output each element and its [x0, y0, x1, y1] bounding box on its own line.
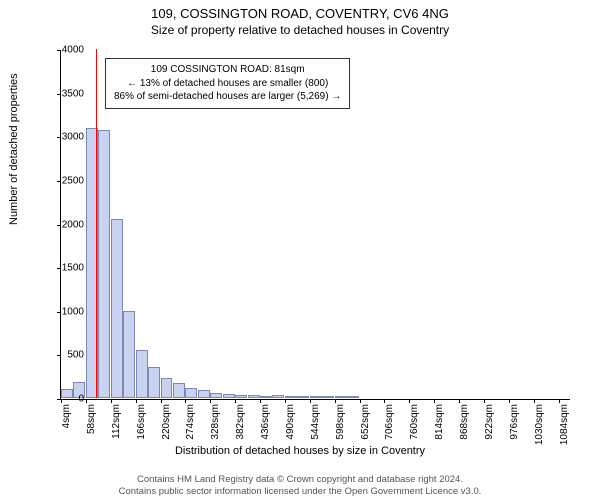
footer-line-2: Contains public sector information licen… — [0, 486, 600, 498]
footer-attribution: Contains HM Land Registry data © Crown c… — [0, 474, 600, 498]
histogram-bar — [335, 396, 347, 398]
x-tick — [161, 399, 162, 403]
x-tick-label: 382sqm — [235, 404, 246, 440]
x-tick-label: 490sqm — [285, 404, 296, 440]
x-tick — [111, 399, 112, 403]
x-tick — [384, 399, 385, 403]
histogram-bar — [223, 394, 235, 398]
x-tick — [484, 399, 485, 403]
x-tick-label: 976sqm — [509, 404, 520, 440]
y-tick-label: 2500 — [62, 175, 84, 186]
x-tick-label: 760sqm — [409, 404, 420, 440]
info-box-line: 86% of semi-detached houses are larger (… — [114, 90, 341, 104]
histogram-bar — [285, 396, 297, 398]
y-tick — [57, 225, 61, 226]
histogram-bar — [322, 396, 334, 398]
histogram-bar — [198, 390, 210, 398]
y-tick — [57, 137, 61, 138]
x-tick — [86, 399, 87, 403]
x-tick — [360, 399, 361, 403]
x-tick-label: 598sqm — [335, 404, 346, 440]
x-tick — [559, 399, 560, 403]
histogram-bar — [272, 395, 284, 398]
x-tick-label: 220sqm — [161, 404, 172, 440]
histogram-bar — [111, 219, 123, 398]
x-tick — [61, 399, 62, 403]
histogram-bar — [98, 130, 110, 398]
x-tick — [235, 399, 236, 403]
histogram-bar — [185, 388, 197, 398]
x-tick-label: 814sqm — [434, 404, 445, 440]
y-tick — [57, 94, 61, 95]
x-tick-label: 58sqm — [86, 404, 97, 434]
x-axis-label: Distribution of detached houses by size … — [0, 445, 600, 457]
x-tick — [409, 399, 410, 403]
x-tick — [136, 399, 137, 403]
y-tick-label: 1500 — [62, 263, 84, 274]
histogram-bar — [310, 396, 322, 398]
x-tick-label: 652sqm — [360, 404, 371, 440]
x-tick — [310, 399, 311, 403]
footer-line-1: Contains HM Land Registry data © Crown c… — [0, 474, 600, 486]
x-tick — [185, 399, 186, 403]
x-tick-label: 4sqm — [61, 404, 72, 428]
y-axis-label: Number of detached properties — [8, 73, 20, 225]
chart-area: 4sqm58sqm112sqm166sqm220sqm274sqm328sqm3… — [60, 50, 570, 400]
x-tick — [335, 399, 336, 403]
y-tick — [57, 181, 61, 182]
histogram-bar — [260, 396, 272, 398]
histogram-bar — [248, 395, 260, 398]
y-tick — [57, 312, 61, 313]
info-box-line: 109 COSSINGTON ROAD: 81sqm — [114, 63, 341, 77]
info-box: 109 COSSINGTON ROAD: 81sqm← 13% of detac… — [105, 58, 350, 109]
x-tick-label: 436sqm — [260, 404, 271, 440]
page-subtitle: Size of property relative to detached ho… — [0, 21, 600, 37]
x-tick — [210, 399, 211, 403]
reference-line — [96, 49, 97, 398]
histogram-bar — [161, 378, 173, 398]
plot-region: 4sqm58sqm112sqm166sqm220sqm274sqm328sqm3… — [60, 50, 570, 400]
y-tick-label: 500 — [67, 350, 84, 361]
histogram-bar — [235, 395, 247, 398]
x-tick-label: 922sqm — [484, 404, 495, 440]
histogram-bar — [136, 350, 148, 398]
x-tick — [260, 399, 261, 403]
y-tick-label: 0 — [78, 394, 84, 405]
histogram-bar — [148, 367, 160, 398]
x-tick — [459, 399, 460, 403]
histogram-bar — [347, 396, 359, 398]
y-tick-label: 4000 — [62, 45, 84, 56]
y-tick — [57, 268, 61, 269]
y-tick-label: 2000 — [62, 219, 84, 230]
x-tick — [434, 399, 435, 403]
x-tick-label: 166sqm — [136, 404, 147, 440]
x-tick-label: 1084sqm — [559, 404, 570, 445]
y-tick-label: 3000 — [62, 132, 84, 143]
histogram-bar — [123, 311, 135, 398]
x-tick-label: 112sqm — [111, 404, 122, 439]
y-tick-label: 3500 — [62, 88, 84, 99]
chart-container: 109, COSSINGTON ROAD, COVENTRY, CV6 4NG … — [0, 0, 600, 500]
y-tick — [57, 355, 61, 356]
x-tick-label: 544sqm — [310, 404, 321, 440]
x-tick — [285, 399, 286, 403]
histogram-bar — [61, 389, 73, 398]
x-tick — [534, 399, 535, 403]
y-tick — [57, 50, 61, 51]
page-title: 109, COSSINGTON ROAD, COVENTRY, CV6 4NG — [0, 0, 600, 21]
info-box-line: ← 13% of detached houses are smaller (80… — [114, 77, 341, 91]
histogram-bar — [297, 396, 309, 398]
x-tick-label: 328sqm — [210, 404, 221, 440]
x-tick-label: 1030sqm — [534, 404, 545, 445]
x-tick-label: 868sqm — [459, 404, 470, 440]
histogram-bar — [210, 393, 222, 398]
histogram-bar — [173, 383, 185, 398]
y-tick-label: 1000 — [62, 306, 84, 317]
x-tick-label: 706sqm — [384, 404, 395, 440]
x-tick-label: 274sqm — [185, 404, 196, 440]
x-tick — [509, 399, 510, 403]
